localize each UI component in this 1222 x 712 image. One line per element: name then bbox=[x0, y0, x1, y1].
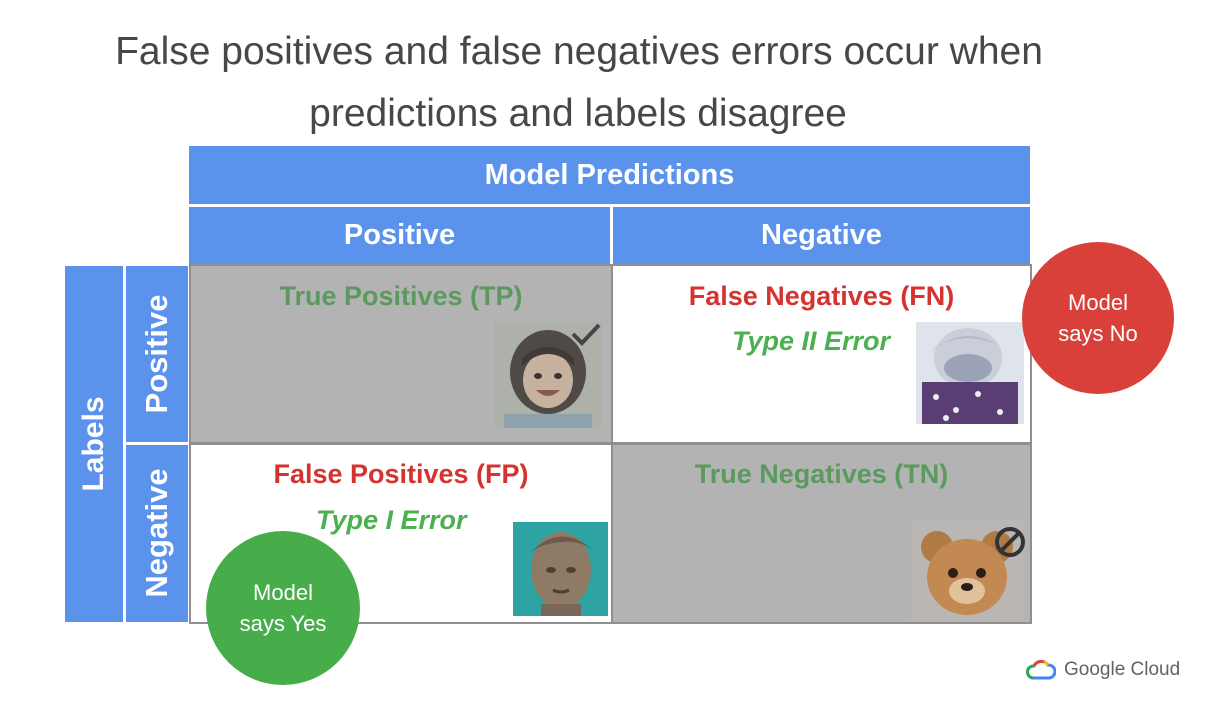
fp-title: False Positives (FP) bbox=[273, 459, 529, 489]
labels-title: Labels bbox=[77, 396, 110, 492]
label-negative: Negative bbox=[139, 468, 174, 598]
slide-title-line-2: predictions and labels disagree bbox=[309, 92, 847, 135]
labels-bar: Labels bbox=[65, 266, 123, 622]
tn-title: True Negatives (TN) bbox=[694, 459, 949, 489]
model-says-no-bubble: Model says No bbox=[1022, 242, 1174, 394]
model-says-yes-bubble: Model says Yes bbox=[206, 531, 360, 685]
fn-error-type: Type II Error bbox=[732, 326, 891, 356]
header-negative: Negative bbox=[613, 207, 1030, 264]
no-bubble-line-1: Model bbox=[1068, 290, 1128, 315]
cell-false-negatives: False Negatives (FN) Type II Error bbox=[613, 266, 1030, 442]
label-negative-bar: Negative bbox=[126, 445, 188, 622]
header-positive: Positive bbox=[189, 207, 610, 264]
fn-title: False Negatives (FN) bbox=[688, 281, 955, 311]
yes-bubble-line-2: says Yes bbox=[239, 611, 327, 636]
fp-error-type: Type I Error bbox=[316, 505, 467, 535]
cell-true-negatives: True Negatives (TN) bbox=[613, 445, 1030, 622]
label-positive-bar: Positive bbox=[126, 266, 188, 442]
statue-photo bbox=[513, 522, 608, 616]
label-positive: Positive bbox=[139, 294, 174, 414]
google-cloud-logo: Google Cloud bbox=[1026, 658, 1180, 682]
tp-title: True Positives (TP) bbox=[279, 281, 523, 311]
prohibited-icon bbox=[995, 527, 1025, 557]
winter-photo bbox=[916, 322, 1024, 424]
yes-bubble-line-1: Model bbox=[253, 580, 313, 605]
cell-true-positives: True Positives (TP) bbox=[191, 266, 611, 442]
google-cloud-brand: Google Cloud bbox=[1064, 659, 1181, 680]
no-bubble-line-2: says No bbox=[1058, 321, 1138, 346]
slide-title-line-1: False positives and false negatives erro… bbox=[115, 30, 1043, 73]
header-model-predictions: Model Predictions bbox=[189, 146, 1030, 204]
cloud-logo-icon bbox=[1026, 659, 1056, 680]
check-icon bbox=[571, 323, 601, 346]
